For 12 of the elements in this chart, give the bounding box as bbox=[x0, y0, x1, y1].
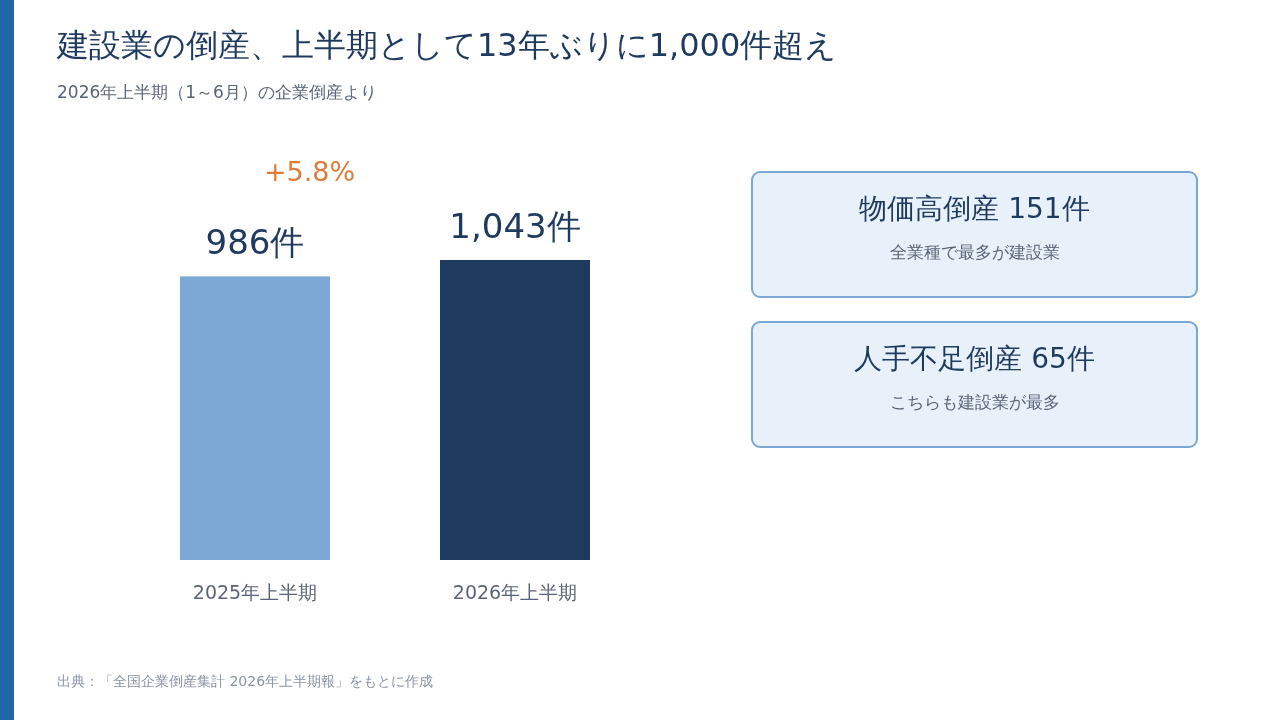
data-label: 1,043件 bbox=[449, 206, 581, 246]
chart-subtitle: 2026年上半期（1～6月）の企業倒産より bbox=[57, 82, 377, 102]
chart-title: 建設業の倒産、上半期として13年ぶりに1,000件超え bbox=[56, 26, 838, 64]
text: 全業種で最多が建設業 bbox=[889, 242, 1060, 262]
text: こちらも建設業が最多 bbox=[889, 392, 1060, 412]
text: +5.8% bbox=[263, 156, 356, 187]
x-tick-label: 2025年上半期 bbox=[192, 581, 318, 603]
source-note: 出典：「全国企業倒産集計 2026年上半期報」をもとに作成 bbox=[57, 673, 434, 689]
x-tick-label: 2026年上半期 bbox=[452, 581, 578, 603]
text: 物価高倒産 151件 bbox=[859, 192, 1090, 225]
text: 人手不足倒産 65件 bbox=[854, 342, 1095, 375]
data-label: 986件 bbox=[205, 222, 305, 263]
